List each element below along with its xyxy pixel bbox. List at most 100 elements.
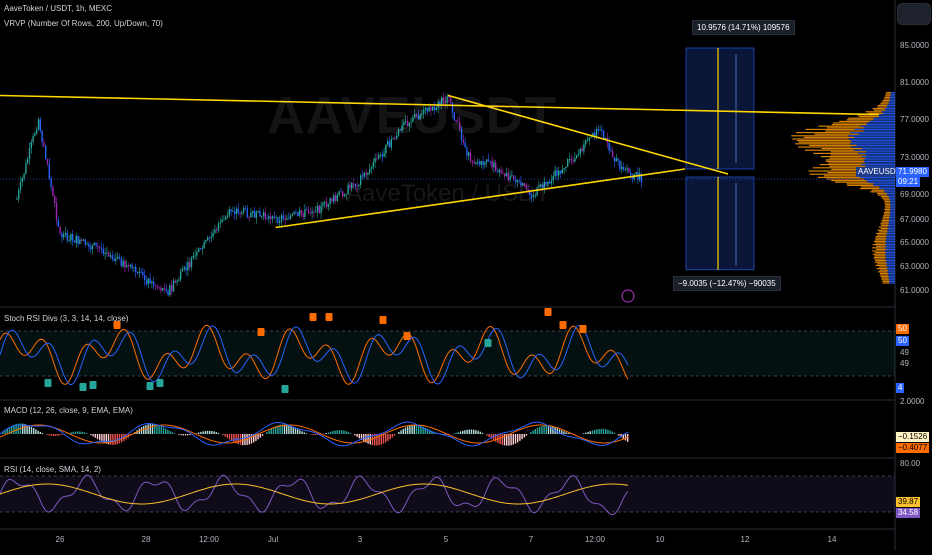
- macd-hist-bar: [55, 434, 56, 436]
- vp-bar-down: [856, 145, 895, 146]
- vp-bar-down: [890, 98, 895, 99]
- vp-bar-up: [885, 202, 891, 203]
- candle-body: [162, 288, 163, 290]
- candle-body: [338, 192, 339, 195]
- macd-hist-bar: [330, 432, 331, 434]
- candle-body: [97, 245, 98, 246]
- candle-body: [302, 213, 303, 217]
- macd-hist-bar: [499, 434, 500, 444]
- candle-body: [272, 216, 273, 219]
- candle-body: [612, 151, 613, 157]
- vp-bar-up: [874, 110, 886, 111]
- vp-bar-down: [864, 127, 895, 128]
- candle-body: [36, 130, 37, 134]
- candle-body: [41, 131, 42, 142]
- macd-hist-bar: [209, 431, 210, 434]
- time-tick: Jul: [268, 535, 278, 544]
- macd-hist-bar: [101, 434, 102, 442]
- candle-body: [50, 178, 51, 186]
- macd-hist-bar: [167, 430, 168, 434]
- macd-hist-bar: [609, 431, 610, 434]
- macd-hist-bar: [460, 431, 461, 434]
- candle-body: [16, 199, 17, 200]
- vp-bar-up: [881, 278, 889, 279]
- vp-bar-down: [889, 281, 895, 282]
- candle-body: [337, 195, 338, 201]
- macd-hist-bar: [42, 433, 43, 434]
- vp-bar-up: [826, 159, 864, 160]
- candle-body: [115, 258, 116, 260]
- vp-bar-down: [855, 129, 895, 130]
- macd-hist-bar: [403, 429, 404, 434]
- candle-body: [284, 218, 285, 220]
- macd-hist-bar: [334, 431, 335, 434]
- vp-bar-up: [806, 129, 855, 130]
- macd-hist-bar: [161, 426, 162, 434]
- candle-body: [74, 241, 75, 243]
- vp-bar-down: [850, 132, 895, 133]
- stoch-value: 50: [896, 324, 909, 334]
- macd-hist-bar: [519, 434, 520, 441]
- macd-hist-bar: [601, 429, 602, 434]
- macd-hist-bar: [79, 432, 80, 434]
- toolbar-button[interactable]: [897, 3, 931, 25]
- candle-body: [562, 169, 563, 173]
- macd-hist-bar: [455, 433, 456, 434]
- macd-hist-bar: [312, 434, 313, 435]
- macd-hist-bar: [297, 429, 298, 434]
- bull-divergence-marker: [45, 379, 52, 387]
- candle-body: [209, 238, 210, 239]
- bear-divergence-marker: [258, 328, 265, 336]
- vp-bar-up: [882, 198, 889, 199]
- vp-bar-up: [822, 148, 862, 149]
- bear-divergence-marker: [326, 313, 333, 321]
- macd-hist-bar: [416, 425, 417, 434]
- vp-bar-down: [886, 242, 895, 243]
- vp-bar-up: [875, 265, 886, 266]
- candle-body: [626, 168, 627, 169]
- vp-bar-down: [879, 116, 895, 117]
- candle-body: [245, 208, 246, 209]
- vp-bar-down: [867, 124, 895, 125]
- bear-divergence-marker: [560, 321, 567, 329]
- candle-body: [320, 206, 321, 214]
- vp-bar-down: [888, 103, 895, 104]
- candle-body: [45, 146, 46, 159]
- vp-bar-up: [831, 151, 866, 152]
- candle-body: [511, 175, 512, 176]
- macd-hist-bar: [70, 432, 71, 434]
- candle-body: [275, 217, 276, 218]
- candle-body: [54, 196, 55, 203]
- macd-hist-bar: [359, 434, 360, 438]
- vp-bar-down: [889, 225, 895, 226]
- macd-hist-bar: [594, 430, 595, 434]
- macd-hist-bar: [590, 431, 591, 434]
- macd-hist-bar: [477, 431, 478, 434]
- macd-hist-bar: [165, 429, 166, 434]
- vp-bar-down: [859, 134, 895, 135]
- price-tick: 73.0000: [900, 153, 929, 162]
- macd-hist-bar: [517, 434, 518, 442]
- macd-hist-bar: [592, 431, 593, 434]
- watermark-symbol: AAVEUSDT: [267, 86, 557, 146]
- macd-tick: 2.0000: [900, 397, 924, 406]
- vp-bar-up: [877, 193, 887, 194]
- vp-bar-down: [890, 217, 895, 218]
- vp-bar-up: [875, 239, 886, 240]
- macd-title: MACD (12, 26, close, 9, EMA, EMA): [4, 406, 133, 415]
- vp-bar-up: [848, 118, 874, 119]
- candle-body: [238, 209, 239, 213]
- candle-body: [254, 211, 255, 218]
- rsi-title: RSI (14, close, SMA, 14, 2): [4, 465, 101, 474]
- vp-bar-down: [870, 121, 895, 122]
- candle-body: [117, 257, 118, 259]
- candle-body: [25, 163, 26, 174]
- vp-bar-down: [878, 114, 895, 115]
- candle-body: [58, 220, 59, 227]
- time-tick: 12:00: [199, 535, 219, 544]
- candle-body: [628, 168, 629, 172]
- macd-hist-bar: [488, 434, 489, 437]
- vp-bar-up: [877, 268, 887, 269]
- vp-bar-up: [818, 177, 861, 178]
